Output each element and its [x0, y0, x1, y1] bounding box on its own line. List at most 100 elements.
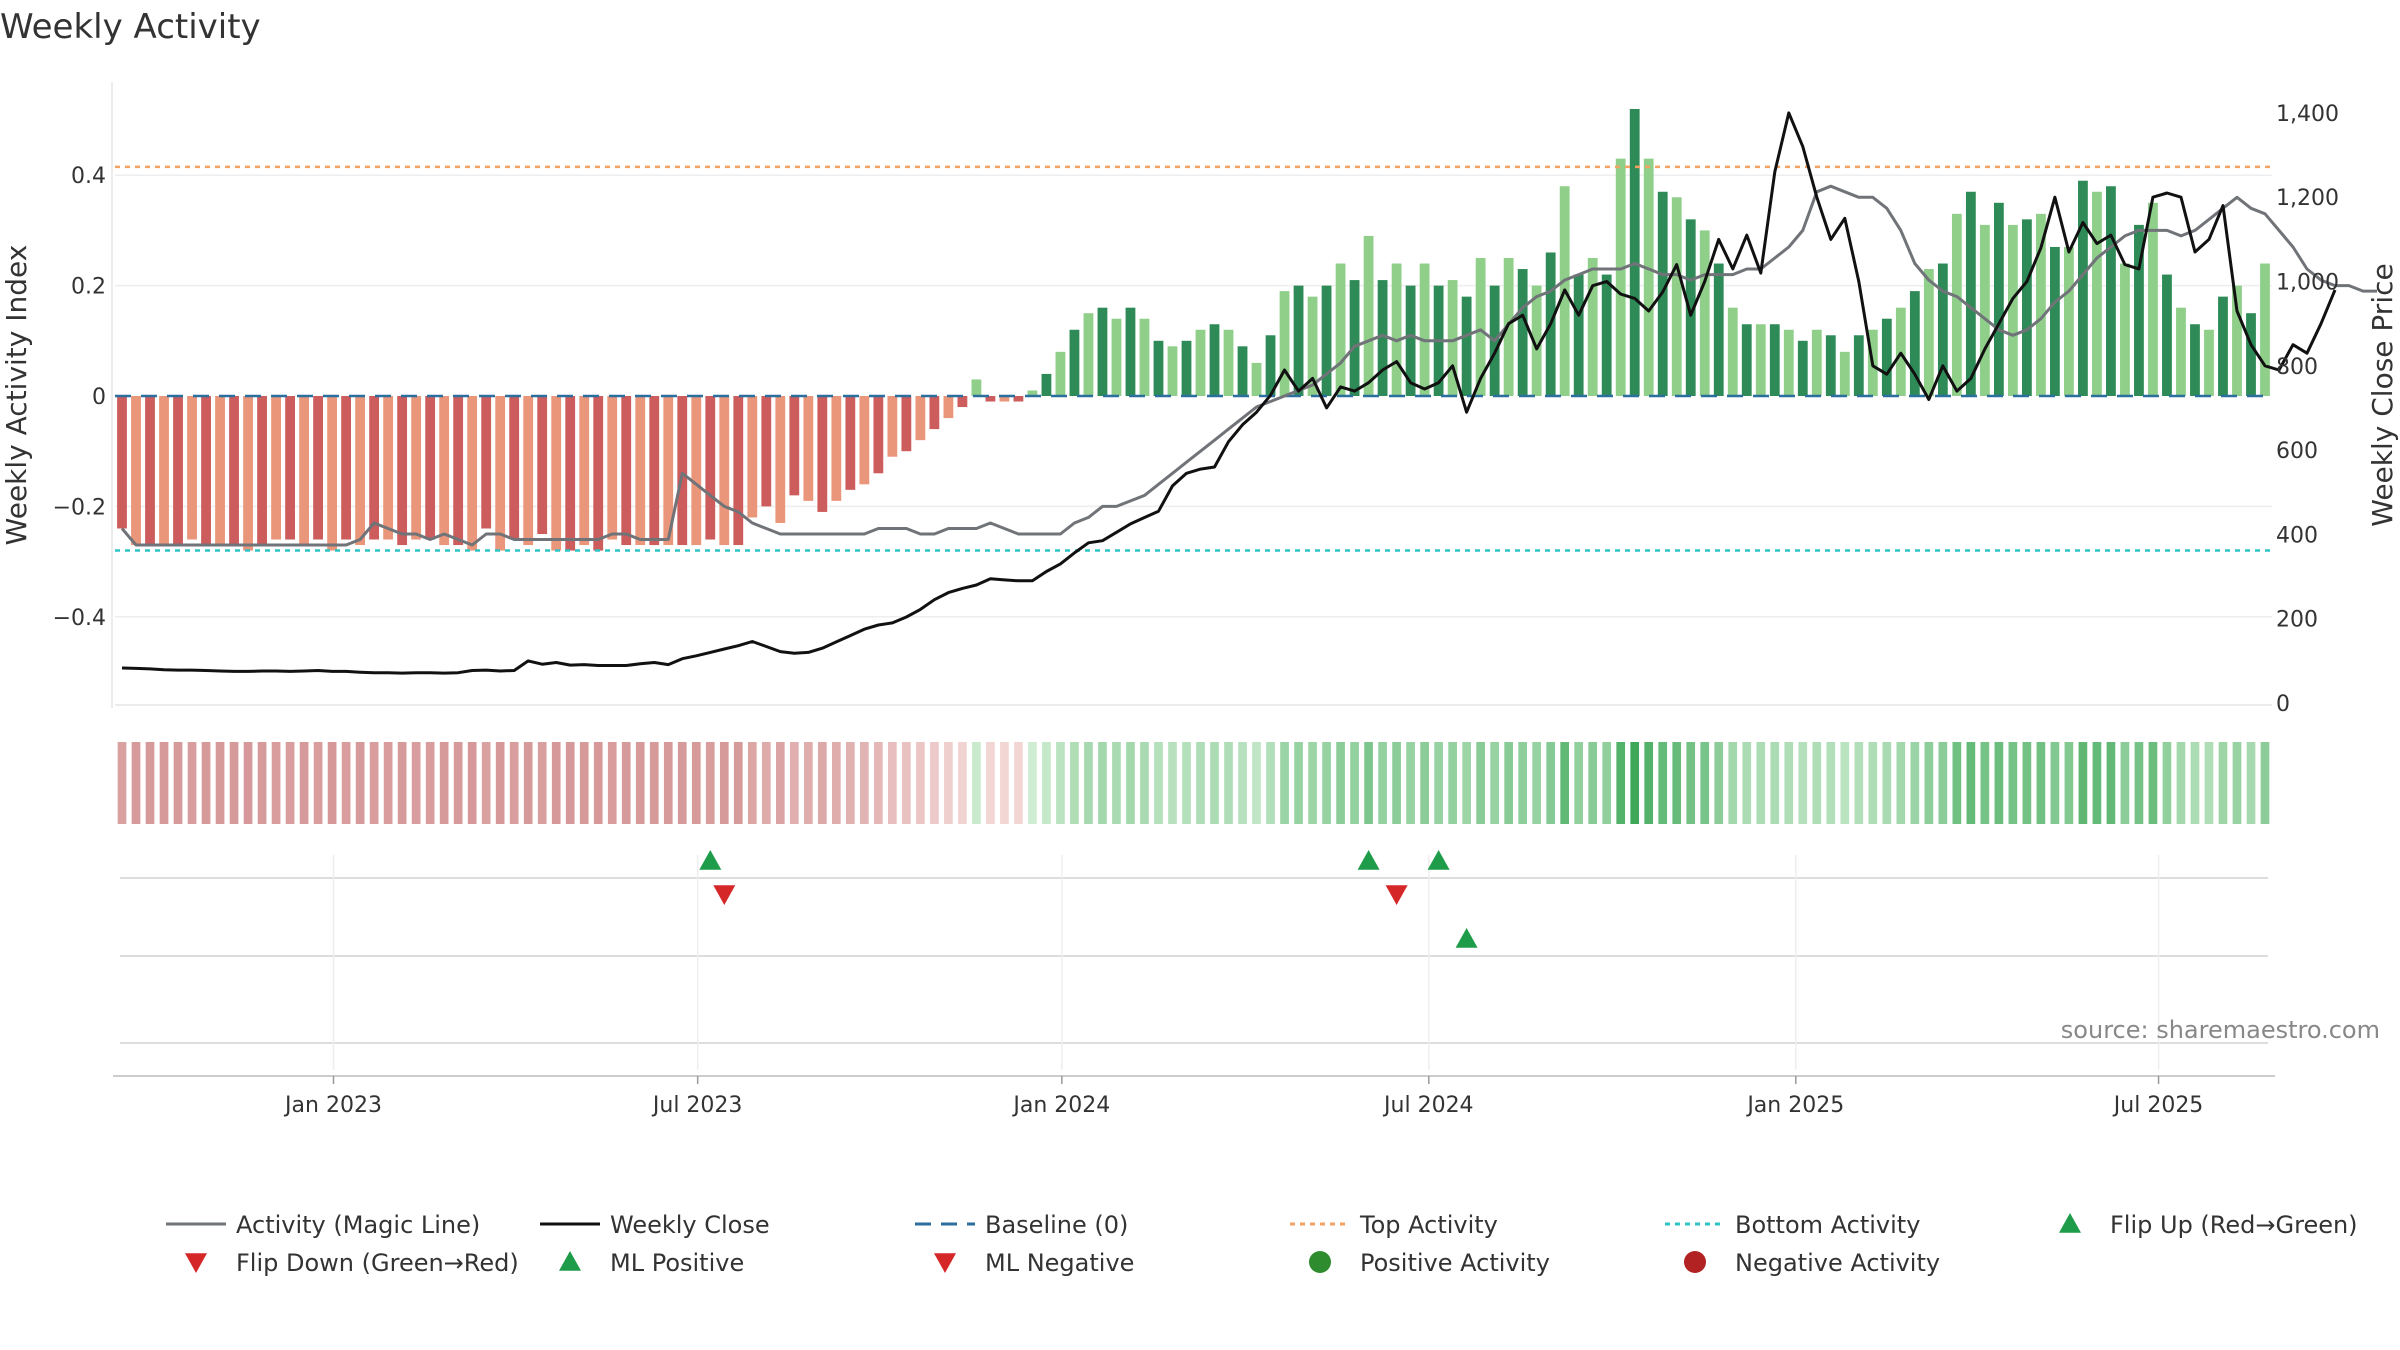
activity-bar — [159, 396, 169, 546]
activity-bar — [397, 396, 408, 546]
activity-bar — [1699, 230, 1710, 396]
legend-label: ML Positive — [610, 1249, 744, 1277]
activity-bar — [1923, 269, 1934, 396]
legend-swatch — [185, 1253, 207, 1273]
activity-bar — [229, 396, 239, 546]
activity-bar — [1755, 324, 1766, 396]
heat-cell — [621, 742, 631, 824]
legend-swatch — [559, 1251, 581, 1271]
heat-cell — [1938, 742, 1948, 824]
heat-cell — [1756, 742, 1766, 824]
heat-cell — [1476, 742, 1485, 824]
activity-bar — [691, 396, 702, 546]
date-tick-label: Jul 2024 — [1382, 1093, 1474, 1118]
heat-cell — [2190, 742, 2200, 824]
heat-cell — [733, 742, 743, 824]
activity-bar — [1027, 390, 1038, 396]
activity-bar — [1279, 291, 1290, 396]
left-tick-label: 0.4 — [71, 164, 106, 189]
activity-bar — [271, 396, 281, 540]
heat-cell — [2148, 742, 2158, 824]
heat-cell — [1070, 742, 1079, 824]
activity-bar — [579, 396, 590, 546]
activity-bar — [1223, 329, 1234, 396]
heat-cell — [1098, 742, 1107, 824]
activity-bars — [117, 108, 2270, 551]
heat-cell — [691, 742, 701, 824]
heat-cell — [1602, 742, 1612, 824]
heat-cell — [1490, 742, 1499, 824]
heat-cell — [1714, 742, 1724, 824]
heat-cell — [1448, 742, 1457, 824]
activity-bar — [789, 396, 800, 496]
date-tick-label: Jan 2023 — [283, 1093, 382, 1118]
activity-bar — [2260, 263, 2270, 396]
heat-cell — [1518, 742, 1527, 824]
legend-label: Flip Up (Red→Green) — [2110, 1211, 2358, 1239]
heat-cell — [1560, 742, 1570, 824]
activity-bar — [1321, 285, 1332, 396]
legend-label: Bottom Activity — [1735, 1211, 1920, 1239]
activity-bar — [957, 396, 968, 408]
legend-swatch — [1309, 1251, 1331, 1273]
heat-cell — [425, 742, 435, 824]
heat-cell — [1350, 742, 1359, 824]
activity-bar — [2204, 329, 2214, 396]
legend: Activity (Magic Line) Weekly Close Baselin… — [166, 1211, 2358, 1277]
activity-bar — [1377, 280, 1388, 396]
heat-cell — [1266, 742, 1275, 824]
heat-cell — [958, 742, 967, 824]
activity-bar — [2064, 246, 2074, 396]
heat-cell — [453, 742, 463, 824]
activity-bar — [1405, 285, 1416, 396]
activity-bar — [1475, 258, 1486, 396]
heat-cell — [944, 742, 953, 824]
heat-cell — [1742, 742, 1752, 824]
activity-bar — [2106, 186, 2116, 396]
left-tick-label: 0.2 — [71, 275, 106, 300]
activity-bar — [1111, 318, 1122, 396]
activity-bar — [509, 396, 520, 540]
heat-cell — [313, 742, 323, 824]
activity-bar — [985, 396, 996, 402]
heat-cell — [1336, 742, 1345, 824]
heat-cell — [2134, 742, 2144, 824]
heat-cell — [369, 742, 379, 824]
activity-bar — [971, 379, 982, 396]
legend-label: Baseline (0) — [985, 1211, 1128, 1239]
activity-bar — [1839, 351, 1850, 396]
heat-cell — [845, 742, 855, 824]
heat-cell — [2260, 742, 2270, 824]
heat-cell — [439, 742, 449, 824]
left-axis-title: Weekly Activity Index — [0, 245, 33, 546]
activity-bar — [1181, 340, 1192, 396]
activity-bar — [1293, 285, 1304, 396]
flip-down-marker — [713, 885, 736, 905]
heat-cell — [1224, 742, 1233, 824]
heat-cell — [1084, 742, 1093, 824]
heat-cell — [2064, 742, 2074, 824]
heat-cell — [874, 742, 883, 824]
heat-cell — [1462, 742, 1471, 824]
heat-cell — [159, 742, 169, 824]
heat-cell — [1812, 742, 1822, 824]
activity-bar — [1853, 335, 1864, 396]
heat-cell — [817, 742, 827, 824]
heat-cell — [1168, 742, 1177, 824]
activity-bar — [1727, 307, 1738, 396]
heat-cell — [1252, 742, 1261, 824]
activity-bar — [1951, 213, 1962, 396]
right-tick-label: 0 — [2276, 692, 2290, 717]
activity-bar — [257, 396, 267, 546]
weekly-close-line — [121, 111, 2337, 675]
activity-bar — [551, 396, 562, 551]
heat-cell — [257, 742, 267, 824]
activity-bar — [1993, 202, 2004, 396]
activity-bar — [411, 396, 422, 540]
activity-bar — [1307, 296, 1318, 396]
date-tick-label: Jul 2023 — [651, 1093, 743, 1118]
activity-bar — [705, 396, 716, 540]
right-axis-title: Weekly Close Price — [2366, 263, 2399, 526]
heat-cell — [481, 742, 491, 824]
activity-bar — [1811, 329, 1822, 396]
